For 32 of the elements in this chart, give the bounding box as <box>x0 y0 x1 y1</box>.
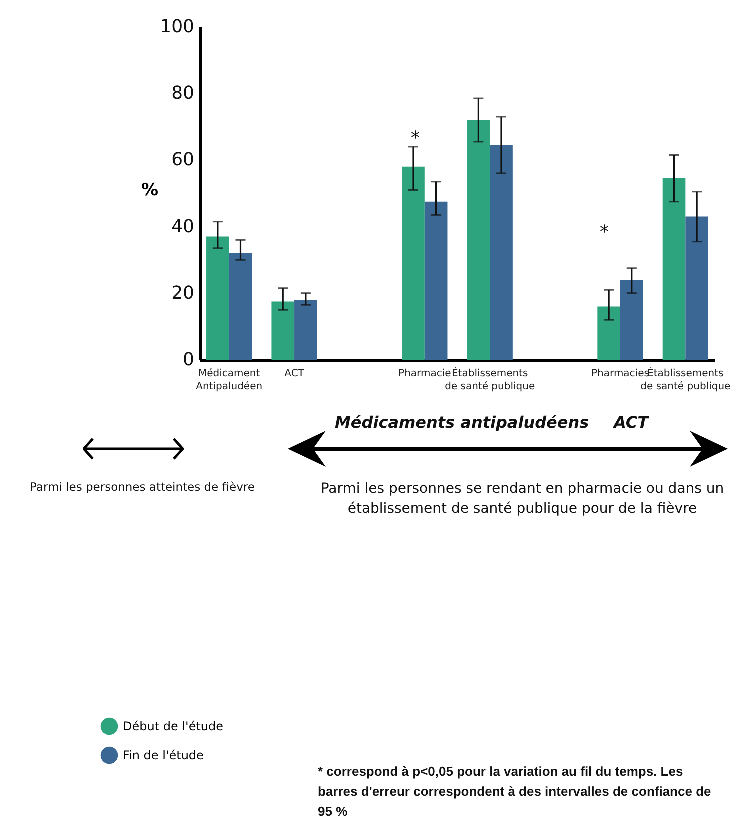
y-tick-label: 60 <box>172 150 194 171</box>
y-tick-label: 80 <box>172 83 194 104</box>
legend-label: Début de l'étude <box>123 720 224 734</box>
annotation: * <box>600 222 609 243</box>
bar <box>467 120 490 360</box>
bar <box>402 166 425 360</box>
annotation: * <box>411 128 420 149</box>
bar <box>206 236 230 360</box>
x-tick-label: ACT <box>284 368 306 380</box>
bar <box>229 253 252 360</box>
bar <box>424 202 448 360</box>
text: Médicaments antipaludéens <box>335 413 590 432</box>
y-axis-title: % <box>141 180 158 201</box>
bar <box>294 300 318 360</box>
x-tick-label: Pharmacies <box>592 368 650 380</box>
legend-label: Fin de l'étude <box>123 748 204 762</box>
text: Parmi les personnes atteintes de fièvre <box>29 480 256 494</box>
text: * correspond à p<0,05 pour la variation au fil du temps. Les barres d'erreur correspondent à des intervalles de confiance de 95 % <box>318 763 712 818</box>
bar <box>272 302 295 360</box>
bar <box>598 306 620 360</box>
text: ACT <box>614 413 649 432</box>
x-tick-label: Médicament Antipaludéen <box>196 368 263 392</box>
text: Parmi les personnes se rendant en pharmacie ou dans un établissement de santé publique pour de la fièvre <box>320 480 725 519</box>
x-tick-label: Pharmacie <box>398 368 452 380</box>
y-tick-label: 0 <box>183 350 194 370</box>
bar <box>620 280 644 360</box>
y-tick-label: 40 <box>172 216 194 238</box>
y-tick-label: 20 <box>172 282 194 304</box>
bar <box>686 216 708 360</box>
bar <box>490 145 513 360</box>
bar <box>662 178 686 360</box>
y-tick-label: 100 <box>160 16 194 38</box>
